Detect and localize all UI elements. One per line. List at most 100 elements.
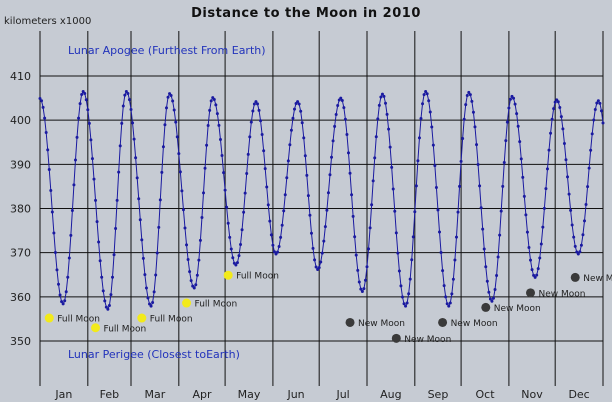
distance-point [399,284,403,288]
distance-point [336,103,340,107]
distance-point [107,303,111,307]
distance-point [334,112,338,116]
month-label: Nov [521,388,543,401]
distance-point [407,292,411,296]
distance-point [303,154,307,158]
month-label: Dec [568,388,589,401]
distance-point [77,116,81,120]
distance-point [430,125,434,129]
distance-point [75,135,79,139]
distance-point [550,117,554,121]
distance-point [160,170,164,174]
distance-point [502,160,506,164]
distance-point [288,143,292,147]
distance-point [151,300,155,304]
full-moon-label: Full Moon [236,272,279,282]
distance-point [144,286,148,290]
distance-point [43,116,47,120]
distance-point [180,189,184,193]
distance-point [393,209,397,213]
distance-point [101,289,105,293]
new-moon-label: New Moon [404,335,451,345]
distance-point [533,275,537,279]
distance-point [276,250,280,254]
distance-point [491,296,495,300]
distance-point [172,108,176,112]
distance-point [63,299,67,303]
distance-point [197,258,201,262]
distance-point [183,226,187,230]
new-moon-marker [481,302,491,312]
distance-point [368,226,372,230]
distance-point [461,137,465,141]
distance-point [282,209,286,213]
distance-point [495,273,499,277]
distance-point [112,253,116,257]
distance-point [421,102,425,106]
distance-point [66,275,70,279]
distance-point [249,120,253,124]
distance-point [174,120,178,124]
distance-point [354,253,358,257]
y-tick-label: 370 [10,247,31,260]
distance-point [260,133,264,137]
distance-point [69,233,73,237]
distance-point [252,102,256,106]
distance-point [161,145,165,149]
new-moon-label: New Moon [358,319,405,329]
distance-point [143,273,147,277]
distance-point [379,95,383,99]
distance-point [397,269,401,273]
y-tick-label: 400 [10,114,31,127]
distance-series [38,89,605,311]
distance-point [84,98,88,102]
distance-point [363,278,367,282]
distance-point [178,170,182,174]
distance-point [348,171,352,175]
distance-point [86,108,90,112]
distance-point [441,269,445,273]
new-moon-marker [526,288,536,298]
new-moon-label: New Moon [494,304,541,314]
new-moon-marker [570,272,580,282]
distance-point [117,170,121,174]
distance-point [319,260,323,264]
distance-point [417,136,421,140]
distance-point [476,163,480,167]
new-moon-label: New Moon [583,274,612,284]
distance-point [138,218,142,222]
full-moon-label: Full Moon [150,315,193,325]
distance-point [285,176,289,180]
distance-point [428,110,432,114]
distance-point [547,148,551,152]
distance-point [246,152,250,156]
y-tick-label: 350 [10,335,31,348]
distance-point [442,284,446,288]
distance-point [220,153,224,157]
distance-point [280,223,284,227]
distance-point [507,106,511,110]
distance-point [205,143,209,147]
distance-point [92,177,96,181]
distance-point [208,108,212,112]
distance-point [177,152,181,156]
distance-point [97,240,101,244]
distance-point [121,104,125,108]
y-tick-labels: 350 360 370 380 390 400 410 [10,70,31,348]
distance-point [163,123,167,127]
distance-point [478,184,482,188]
distance-point [448,301,452,305]
distance-point [73,158,77,162]
distance-point [140,238,144,242]
distance-point [114,227,118,231]
distance-point [529,258,532,262]
distance-point [61,302,65,306]
distance-point [158,198,162,202]
new-moon-marker [391,333,401,343]
distance-point [50,210,54,214]
distance-point [255,102,259,106]
distance-point [60,300,64,304]
distance-point [123,93,127,97]
distance-point [387,127,391,131]
